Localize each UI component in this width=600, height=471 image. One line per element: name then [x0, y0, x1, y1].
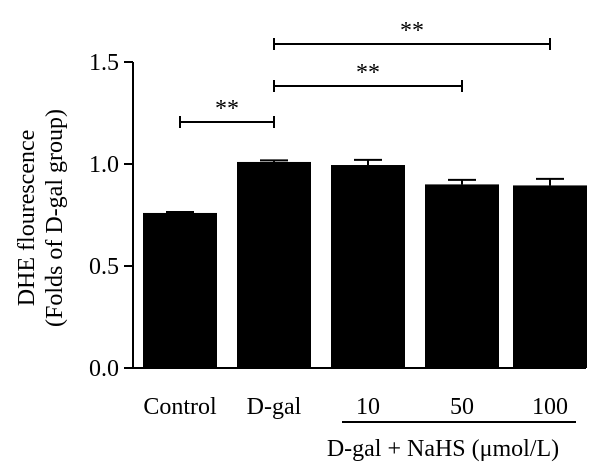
y-axis-label-line2: (Folds of D-gal group): [42, 109, 68, 327]
y-axis-label-line1: DHE flourescence: [14, 130, 40, 307]
x-tick-labels: Control D-gal 10 50 100: [143, 394, 568, 420]
x-tick-label: Control: [143, 394, 217, 420]
bar: [425, 184, 499, 368]
y-tick-label: 0.5: [89, 254, 119, 280]
y-tick-label: 1.5: [89, 50, 119, 76]
sig-label: **: [400, 18, 424, 44]
y-tick-label: 0.0: [89, 356, 119, 382]
bar: [237, 161, 311, 368]
x-tick-label: 10: [356, 394, 380, 420]
x-tick-label: D-gal: [247, 394, 302, 420]
sig-label: **: [215, 96, 239, 122]
sig-label: **: [356, 60, 380, 86]
x-tick-label: 50: [450, 394, 474, 420]
bar: [143, 212, 217, 368]
bar: [513, 185, 587, 368]
bars: [143, 161, 587, 368]
group-label: D-gal + NaHS (μmol/L): [327, 436, 559, 462]
x-tick-label: 100: [532, 394, 568, 420]
error-bars: [166, 158, 564, 213]
significance-brackets: ** ** **: [179, 18, 551, 128]
y-axis: 0.0 0.5 1.0 1.5: [89, 50, 134, 382]
bar: [331, 165, 405, 368]
y-tick-label: 1.0: [89, 152, 119, 178]
